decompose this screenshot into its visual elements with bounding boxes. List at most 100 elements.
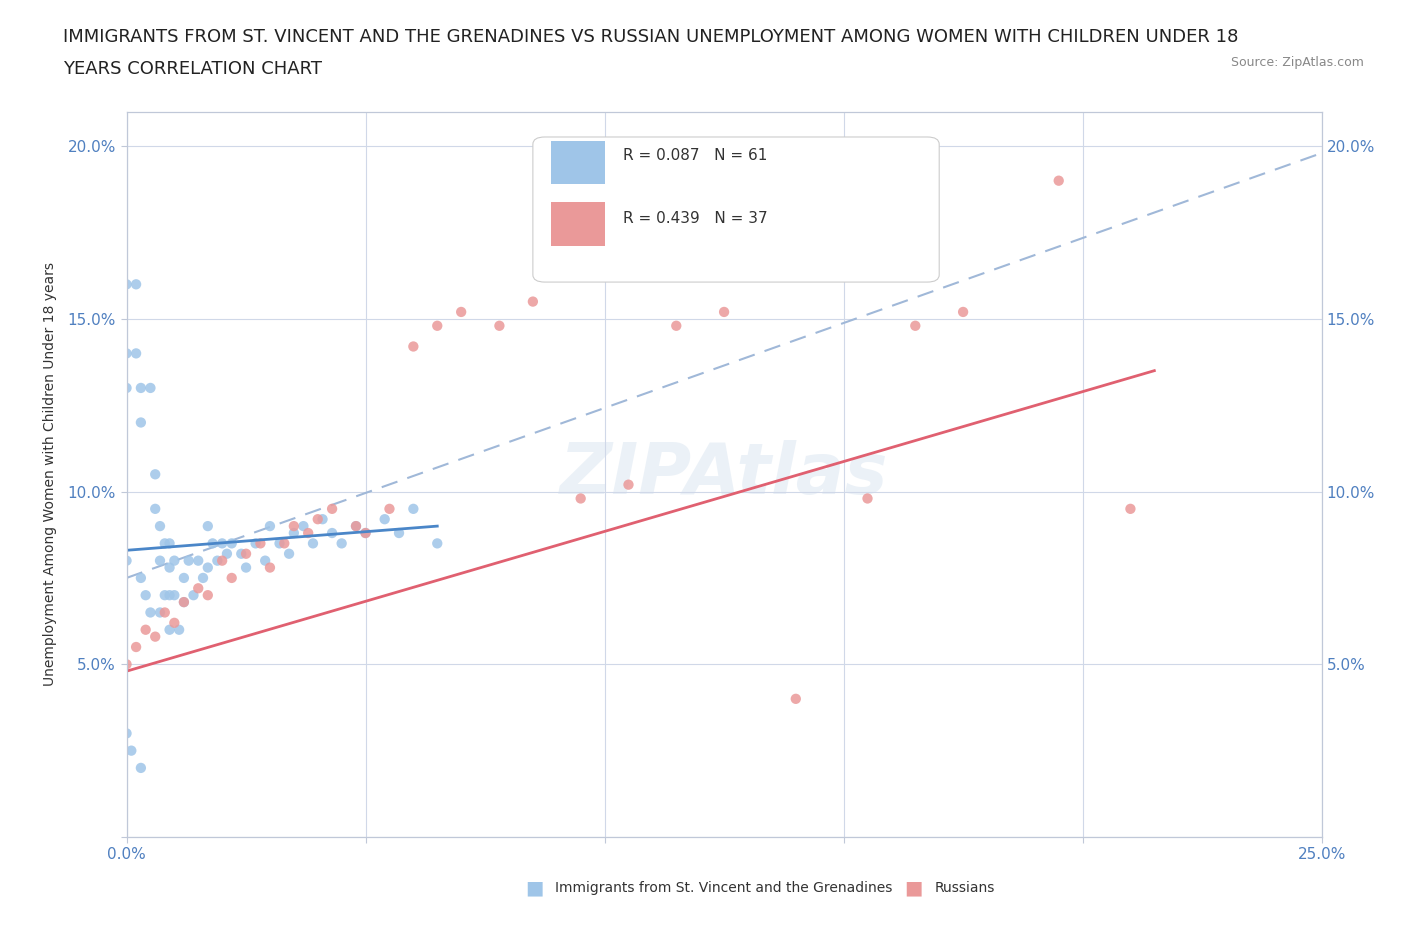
Point <box>201 536 224 551</box>
Text: YEARS CORRELATION CHART: YEARS CORRELATION CHART <box>63 60 322 78</box>
Point <box>163 588 186 603</box>
Point <box>302 536 325 551</box>
Point <box>856 491 879 506</box>
Point <box>153 588 176 603</box>
Text: R = 0.087   N = 61: R = 0.087 N = 61 <box>623 148 766 163</box>
Point <box>273 536 295 551</box>
Text: IMMIGRANTS FROM ST. VINCENT AND THE GRENADINES VS RUSSIAN UNEMPLOYMENT AMONG WOM: IMMIGRANTS FROM ST. VINCENT AND THE GREN… <box>63 28 1239 46</box>
Point <box>245 536 267 551</box>
Point <box>297 525 319 540</box>
Point <box>215 546 238 561</box>
Point <box>129 415 152 430</box>
Point <box>292 519 315 534</box>
Point <box>129 380 152 395</box>
Point <box>129 570 152 585</box>
Point <box>259 519 281 534</box>
Point <box>354 525 377 540</box>
Text: ■: ■ <box>904 879 924 897</box>
Point <box>187 581 209 596</box>
Point <box>183 588 205 603</box>
Point <box>321 525 343 540</box>
Point <box>374 512 396 526</box>
Text: R = 0.439   N = 37: R = 0.439 N = 37 <box>623 211 768 227</box>
Point <box>143 630 166 644</box>
Point <box>321 501 343 516</box>
Point <box>115 346 138 361</box>
Point <box>159 588 181 603</box>
FancyBboxPatch shape <box>551 140 605 184</box>
Point <box>283 525 305 540</box>
Point <box>115 380 138 395</box>
Point <box>197 519 219 534</box>
Point <box>311 512 333 526</box>
Point <box>713 304 735 319</box>
Point <box>139 380 162 395</box>
Point <box>426 318 449 333</box>
Point <box>231 546 253 561</box>
Point <box>402 339 425 354</box>
Point <box>221 536 243 551</box>
Point <box>211 536 233 551</box>
Point <box>163 616 186 631</box>
Point <box>344 519 367 534</box>
Text: Immigrants from St. Vincent and the Grenadines: Immigrants from St. Vincent and the Gren… <box>555 881 893 896</box>
Point <box>153 605 176 620</box>
Point <box>135 622 157 637</box>
Point <box>617 477 640 492</box>
Point <box>187 553 209 568</box>
Point <box>522 294 544 309</box>
FancyBboxPatch shape <box>533 137 939 282</box>
Point <box>163 553 186 568</box>
Point <box>211 553 233 568</box>
Point <box>173 594 195 609</box>
Point <box>207 553 229 568</box>
Point <box>488 318 510 333</box>
Point <box>235 546 257 561</box>
Point <box>125 640 148 655</box>
Point <box>569 491 592 506</box>
Point <box>115 657 138 671</box>
Point <box>159 622 181 637</box>
Point <box>149 553 172 568</box>
Point <box>269 536 291 551</box>
Point <box>177 553 200 568</box>
Point <box>159 560 181 575</box>
Point <box>115 277 138 292</box>
Point <box>115 726 138 741</box>
Point <box>402 501 425 516</box>
Point <box>191 570 214 585</box>
Point <box>904 318 927 333</box>
Point <box>450 304 472 319</box>
Point <box>173 570 195 585</box>
Point <box>278 546 301 561</box>
Point <box>330 536 353 551</box>
Point <box>139 605 162 620</box>
Point <box>388 525 411 540</box>
Text: Source: ZipAtlas.com: Source: ZipAtlas.com <box>1230 56 1364 69</box>
Point <box>153 536 176 551</box>
Point <box>259 560 281 575</box>
Point <box>143 467 166 482</box>
Point <box>254 553 277 568</box>
Point <box>129 761 152 776</box>
Point <box>307 512 329 526</box>
Point <box>785 691 807 706</box>
Point <box>283 519 305 534</box>
Point <box>665 318 688 333</box>
Point <box>197 588 219 603</box>
Point <box>120 743 142 758</box>
Y-axis label: Unemployment Among Women with Children Under 18 years: Unemployment Among Women with Children U… <box>42 262 56 686</box>
Point <box>235 560 257 575</box>
Point <box>115 553 138 568</box>
Point <box>159 536 181 551</box>
Point <box>125 277 148 292</box>
FancyBboxPatch shape <box>551 203 605 246</box>
Point <box>1119 501 1142 516</box>
Point <box>173 594 195 609</box>
Point <box>249 536 271 551</box>
Point <box>426 536 449 551</box>
Point <box>143 501 166 516</box>
Point <box>125 346 148 361</box>
Text: ■: ■ <box>524 879 544 897</box>
Text: Russians: Russians <box>935 881 995 896</box>
